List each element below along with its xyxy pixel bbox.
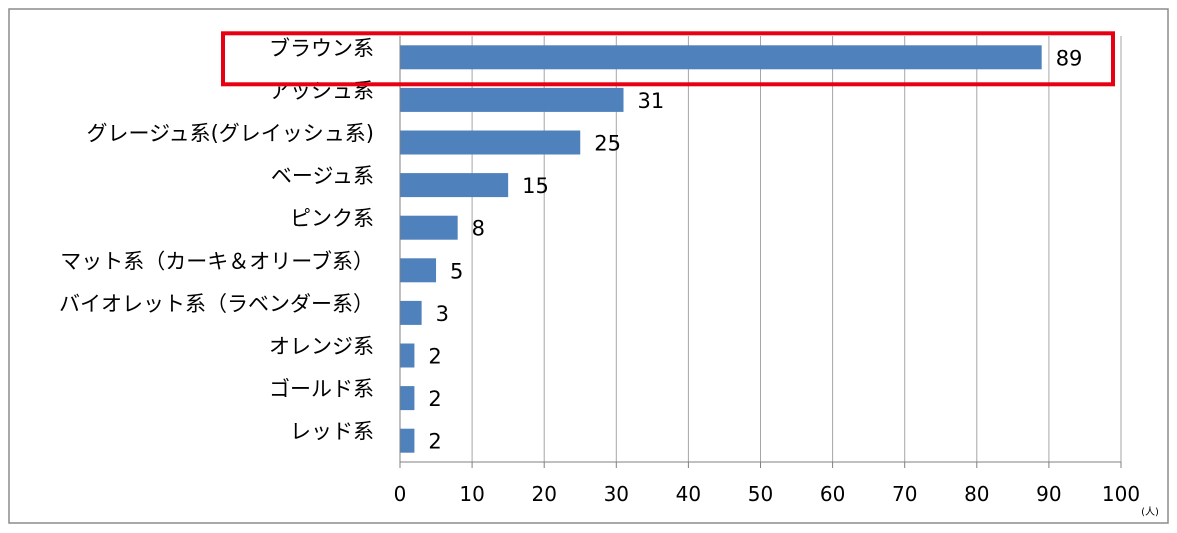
bars: [400, 45, 1042, 453]
data-label: 2: [428, 387, 441, 411]
category-label: レッド系: [290, 420, 374, 444]
category-label: マット系（カーキ＆オリーブ系）: [60, 249, 374, 273]
category-label: オレンジ系: [269, 335, 374, 359]
bar: [400, 428, 415, 453]
bar: [400, 87, 624, 112]
x-tick-label: 70: [892, 482, 917, 506]
unit-label: (人): [1141, 506, 1159, 518]
x-tick-label: 30: [604, 482, 629, 506]
x-tick-label: 50: [748, 482, 773, 506]
bar: [400, 386, 415, 411]
x-tick-labels: 0 10 20 30 40 50 60 70 80 90 100: [394, 482, 1140, 506]
bar: [400, 258, 437, 283]
bar: [400, 300, 422, 325]
x-tick-label: 0: [394, 482, 407, 506]
data-label: 2: [428, 430, 441, 454]
x-tick-label: 80: [964, 482, 989, 506]
x-tick-label: 90: [1036, 482, 1061, 506]
x-tick-label: 20: [531, 482, 556, 506]
highlight-box: [221, 31, 1115, 87]
x-tick-label: 40: [676, 482, 701, 506]
category-label: ブラウン系: [269, 36, 374, 60]
category-label: グレージュ系(グレイッシュ系): [87, 122, 375, 146]
data-label: 3: [436, 302, 449, 326]
category-label: ベージュ系: [271, 164, 374, 188]
x-tick-label: 60: [820, 482, 845, 506]
data-label: 89: [1056, 46, 1083, 70]
bar: [400, 173, 509, 198]
data-label: 5: [450, 259, 463, 283]
data-label: 15: [522, 174, 549, 198]
data-label: 31: [638, 89, 665, 113]
data-label: 8: [472, 217, 485, 241]
data-labels: 89 31 25 15 853 2 2 2: [428, 46, 1082, 453]
bar: [400, 130, 581, 155]
bar: [400, 45, 1042, 70]
category-labels: ブラウン系アッシュ系グレージュ系(グレイッシュ系)ベージュ系ピンク系マット系（カ…: [59, 36, 374, 443]
x-tick-label: 100: [1102, 482, 1140, 506]
data-label: 2: [428, 345, 441, 369]
x-tick-label: 10: [459, 482, 484, 506]
category-label: バイオレット系（ラベンダー系）: [59, 292, 374, 316]
category-label: ピンク系: [290, 207, 374, 231]
bar: [400, 215, 458, 240]
category-label: ゴールド系: [269, 377, 374, 401]
bar: [400, 343, 415, 368]
data-label: 25: [594, 132, 621, 156]
